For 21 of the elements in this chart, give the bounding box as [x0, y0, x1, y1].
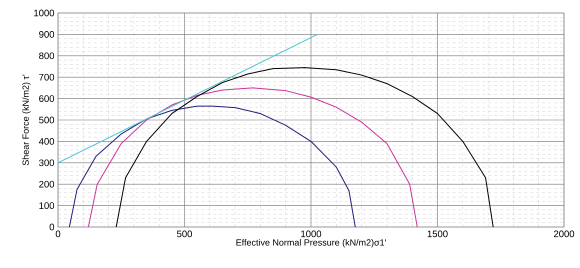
- x-tick-label: 1500: [428, 230, 448, 238]
- x-axis-title: Effective Normal Pressure (kN/m2)σ1': [236, 239, 386, 248]
- x-tick-label: 0: [56, 230, 60, 238]
- y-tick-label: 600: [39, 95, 54, 102]
- y-tick-label: 200: [39, 180, 54, 188]
- y-axis-title: Shear Force (kN/m2) τ': [22, 74, 31, 166]
- y-tick-label: 700: [39, 74, 54, 81]
- y-tick-label: 800: [39, 52, 54, 60]
- line-series: [68, 106, 356, 227]
- y-tick-label: 0: [50, 224, 54, 230]
- y-tick-label: 400: [38, 138, 54, 145]
- line-series: [116, 67, 494, 227]
- y-tick-label: 1000: [34, 10, 54, 16]
- line-series: [88, 87, 418, 227]
- y-tick-label: 300: [39, 159, 54, 166]
- x-tick-label: 500: [176, 230, 192, 238]
- y-tick-label: 500: [39, 116, 54, 124]
- x-tick-label: 2000: [554, 230, 574, 238]
- x-tick-label: 1000: [301, 230, 322, 238]
- y-tick-label: 900: [39, 31, 54, 38]
- y-tick-label: 100: [39, 202, 54, 209]
